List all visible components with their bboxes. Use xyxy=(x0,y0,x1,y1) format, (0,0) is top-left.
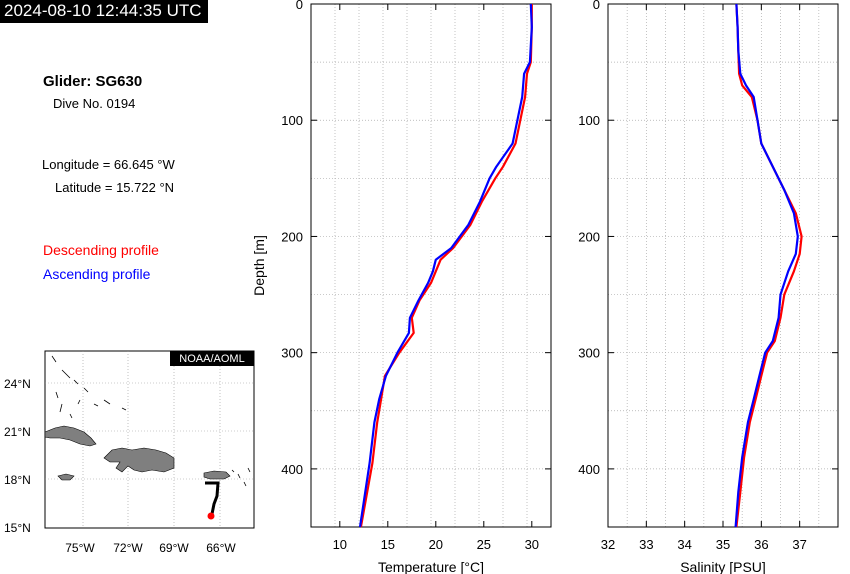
longitude-readout: Longitude = 66.645 °W xyxy=(42,157,175,172)
chart-1-x-tick-label: 33 xyxy=(639,537,653,552)
chart-0-frame xyxy=(310,3,552,528)
chart-1-y-tick-label: 200 xyxy=(578,229,600,244)
chart-0-x-axis-label: Temperature [°C] xyxy=(378,559,484,574)
map-lat-tick: 15°N xyxy=(4,521,31,535)
chart-1-y-tick-label: 400 xyxy=(578,462,600,477)
chart-0-x-tick-label: 25 xyxy=(477,537,491,552)
timestamp: 2024-08-10 12:44:35 UTC xyxy=(0,0,208,23)
legend-descending: Descending profile xyxy=(43,242,159,258)
hispaniola-landmass xyxy=(103,447,175,473)
map-lon-tick: 66°W xyxy=(206,541,236,555)
chart-0-y-tick-label: 0 xyxy=(296,0,303,12)
map-credit-box xyxy=(170,351,254,366)
chart-0-x-tick-label: 20 xyxy=(429,537,443,552)
chart-0-x-tick-label: 30 xyxy=(525,537,539,552)
map-lon-tick: 75°W xyxy=(65,541,95,555)
map-lat-tick: 18°N xyxy=(4,473,31,487)
puerto-rico-landmass xyxy=(203,470,231,480)
map-lon-tick: 69°W xyxy=(159,541,189,555)
dive-number: Dive No. 0194 xyxy=(53,96,136,111)
chart-0-x-tick-label: 15 xyxy=(381,537,395,552)
map-lat-tick: 24°N xyxy=(4,377,31,391)
chart-0-y-axis-label: Depth [m] xyxy=(251,235,267,296)
chart-1-x-tick-label: 32 xyxy=(601,537,615,552)
chart-1-x-tick-label: 34 xyxy=(677,537,691,552)
chart-0-y-tick-label: 100 xyxy=(281,113,303,128)
chart-0-x-tick-label: 10 xyxy=(333,537,347,552)
chart-1-y-tick-label: 100 xyxy=(578,113,600,128)
cuba-landmass xyxy=(44,425,97,447)
chart-1-x-tick-label: 37 xyxy=(792,537,806,552)
chart-1-ascending-line xyxy=(734,3,799,528)
map-lon-tick: 72°W xyxy=(113,541,143,555)
map-credit: NOAA/AOML xyxy=(179,353,244,365)
glider-position-marker xyxy=(207,512,215,520)
chart-1-y-tick-label: 0 xyxy=(593,0,600,12)
map-lat-tick: 21°N xyxy=(4,425,31,439)
location-map: NOAA/AOML 24°N 21°N 18°N 15°N 75°W 72°W … xyxy=(4,350,255,555)
bahamas-islands xyxy=(51,355,251,487)
chart-0-y-tick-label: 300 xyxy=(281,346,303,361)
latitude-readout: Latitude = 15.722 °N xyxy=(55,180,175,195)
glider-name: Glider: SG630 xyxy=(43,73,143,90)
chart-1-x-tick-label: 36 xyxy=(754,537,768,552)
chart-1-x-tick-label: 35 xyxy=(716,537,730,552)
chart-0-ascending-line xyxy=(358,3,533,528)
chart-1-descending-line xyxy=(735,3,803,528)
legend-ascending: Ascending profile xyxy=(43,266,151,282)
chart-1-y-tick-label: 300 xyxy=(578,346,600,361)
chart-0-descending-line xyxy=(359,4,533,528)
jamaica-landmass xyxy=(57,473,75,481)
chart-0-y-tick-label: 400 xyxy=(281,462,303,477)
chart-0-y-tick-label: 200 xyxy=(281,229,303,244)
glider-track xyxy=(205,481,220,515)
chart-1-x-axis-label: Salinity [PSU] xyxy=(680,559,766,574)
